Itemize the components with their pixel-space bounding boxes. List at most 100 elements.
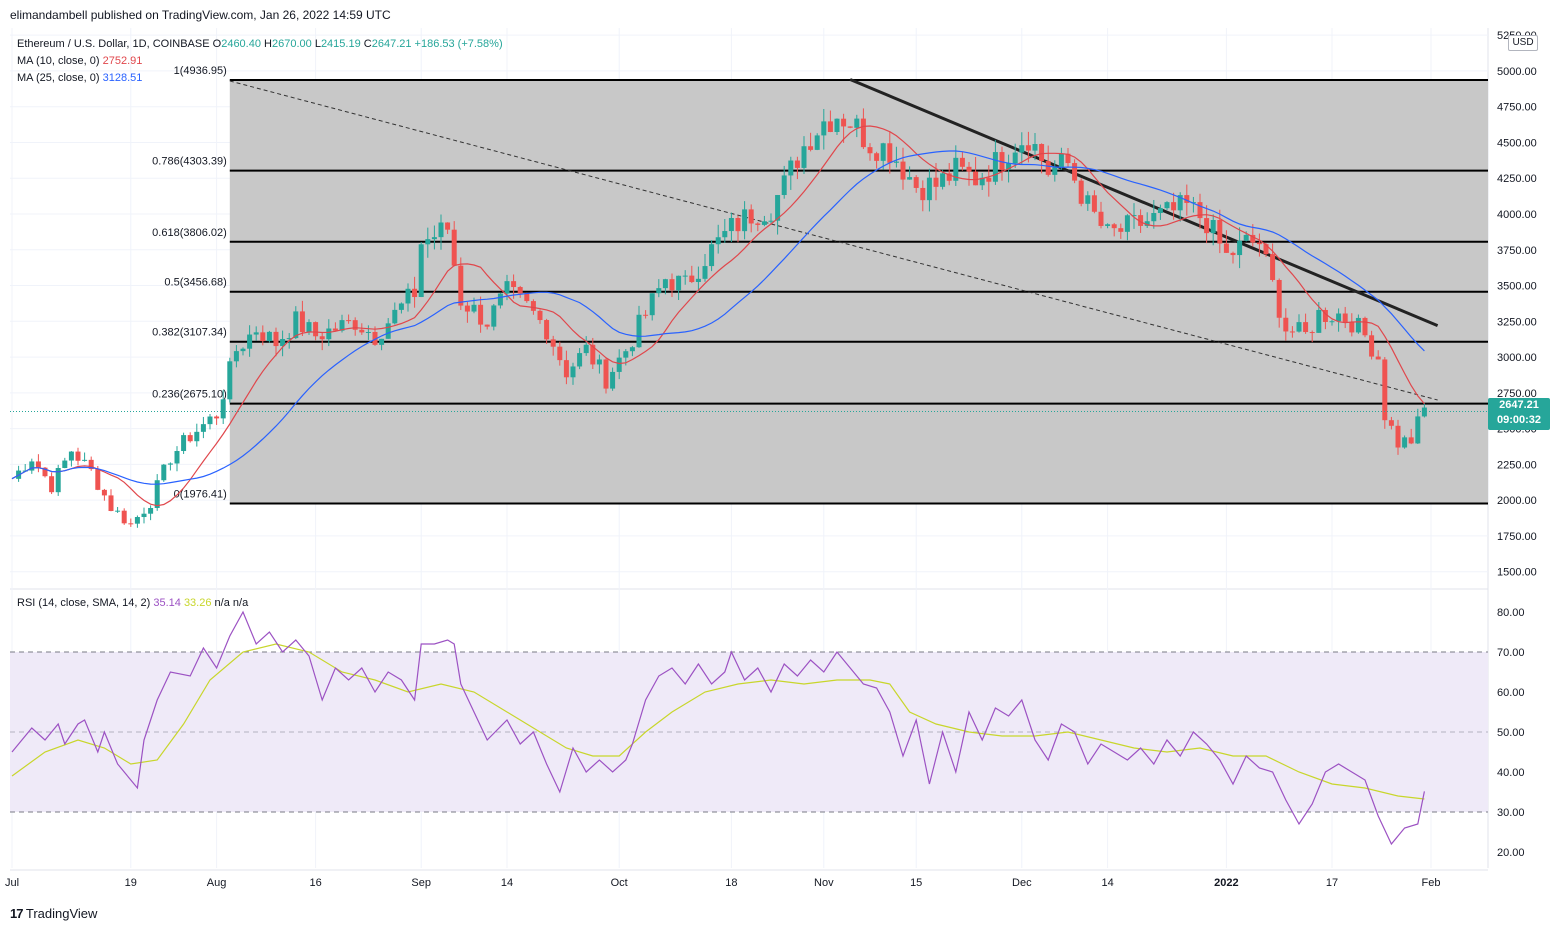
candle-down	[550, 339, 556, 347]
candle-up	[893, 161, 899, 163]
rsi-na-2: n/a	[232, 597, 249, 609]
candle-down	[1039, 144, 1045, 162]
candle-up	[1421, 407, 1427, 417]
candle-down	[933, 177, 939, 187]
price-axis-label: 1750.00	[1497, 531, 1537, 543]
fib-level-label: 0.5(3456.68)	[164, 277, 226, 289]
candle-down	[1283, 317, 1289, 332]
candle-down	[1138, 215, 1144, 226]
tradingview-brand[interactable]: 17 TradingView	[10, 906, 97, 921]
last-price: 2647.21	[1499, 399, 1539, 411]
time-axis-label: Oct	[611, 877, 628, 889]
ma10-line	[11, 125, 1425, 507]
candle-up	[491, 305, 497, 327]
candle-up	[775, 195, 781, 221]
candle-down	[1342, 313, 1348, 323]
time-axis-label: Dec	[1012, 877, 1032, 889]
time-axis-label: 14	[501, 877, 513, 889]
candle-up	[926, 177, 932, 201]
candle-up	[1177, 195, 1183, 211]
candle-down	[1362, 317, 1368, 336]
candle-down	[1388, 420, 1394, 426]
ma25-row[interactable]: MA (25, close, 0) 3128.51	[17, 70, 503, 87]
fib-level-label: 0.786(4303.39)	[152, 156, 227, 168]
candle-down	[1263, 244, 1269, 255]
candle-down	[273, 331, 279, 347]
price-axis-label: 4000.00	[1497, 209, 1537, 221]
candle-up	[781, 175, 787, 196]
candle-down	[1276, 279, 1282, 318]
publisher-line: elimandambell published on TradingView.c…	[10, 8, 391, 22]
candle-up	[497, 293, 503, 306]
candle-up	[134, 517, 140, 524]
candle-down	[372, 331, 378, 345]
candle-up	[814, 135, 820, 150]
price-axis-label: 3000.00	[1497, 352, 1537, 364]
candle-down	[1217, 220, 1223, 244]
rsi-legend[interactable]: RSI (14, close, SMA, 14, 2) 35.14 33.26 …	[17, 597, 248, 609]
candle-up	[570, 366, 576, 378]
candle-up	[1296, 322, 1302, 332]
currency-button[interactable]: USD	[1508, 35, 1538, 51]
time-axis-label: Aug	[207, 877, 227, 889]
candle-up	[715, 237, 721, 245]
rsi-sma-line	[11, 643, 1425, 800]
candle-up	[695, 278, 701, 283]
main-legend: Ethereum / U.S. Dollar, 1D, COINBASE O24…	[17, 36, 503, 87]
trendline-diagonal	[229, 80, 1438, 401]
candle-up	[266, 331, 272, 342]
candle-up	[379, 338, 385, 345]
candle-down	[1309, 332, 1315, 334]
price-axis-label: 3750.00	[1497, 245, 1537, 257]
candle-up	[365, 331, 371, 333]
candle-up	[907, 177, 913, 180]
candle-up	[1329, 321, 1335, 323]
candle-down	[458, 265, 464, 306]
close-label: C	[363, 38, 372, 50]
candle-down	[75, 451, 81, 461]
candle-down	[887, 143, 893, 163]
time-axis-label: Nov	[814, 877, 834, 889]
candle-down	[1025, 145, 1031, 151]
candle-up	[728, 217, 734, 232]
rsi-label: RSI (14, close, SMA, 14, 2)	[17, 597, 151, 609]
candle-down	[808, 146, 814, 150]
candle-down	[544, 320, 550, 340]
candle-down	[946, 173, 952, 181]
candle-down	[794, 160, 800, 168]
candle-down	[1197, 202, 1203, 219]
candle-up	[656, 288, 662, 294]
candle-up	[286, 338, 292, 340]
candle-up	[227, 361, 233, 400]
candle-down	[643, 314, 649, 316]
candle-up	[154, 480, 160, 508]
candle-down	[1289, 331, 1295, 333]
candle-up	[722, 231, 728, 238]
ma10-row[interactable]: MA (10, close, 0) 2752.91	[17, 53, 503, 70]
candle-up	[979, 177, 985, 186]
candle-down	[35, 461, 41, 468]
candle-up	[834, 118, 840, 133]
candle-up	[992, 152, 998, 182]
candle-up	[194, 431, 200, 442]
candle-up	[1402, 437, 1408, 448]
candle-down	[827, 121, 833, 133]
candle-up	[220, 399, 226, 419]
candle-up	[1032, 144, 1038, 151]
candle-down	[920, 187, 926, 201]
price-axis-label: 5000.00	[1497, 66, 1537, 78]
candle-up	[623, 351, 629, 358]
candle-down	[530, 301, 536, 311]
price-axis-label: 3500.00	[1497, 281, 1537, 293]
candle-down	[973, 171, 979, 186]
price-axis-label: 4250.00	[1497, 173, 1537, 185]
candle-up	[1052, 167, 1058, 175]
candle-down	[101, 489, 107, 496]
candle-down	[451, 229, 457, 266]
fib-level-label: 0(1976.41)	[174, 489, 227, 501]
fib-level-label: 1(4936.95)	[174, 65, 227, 77]
candle-up	[583, 344, 589, 354]
price-axis-label: 2750.00	[1497, 388, 1537, 400]
candle-down	[1111, 224, 1117, 229]
